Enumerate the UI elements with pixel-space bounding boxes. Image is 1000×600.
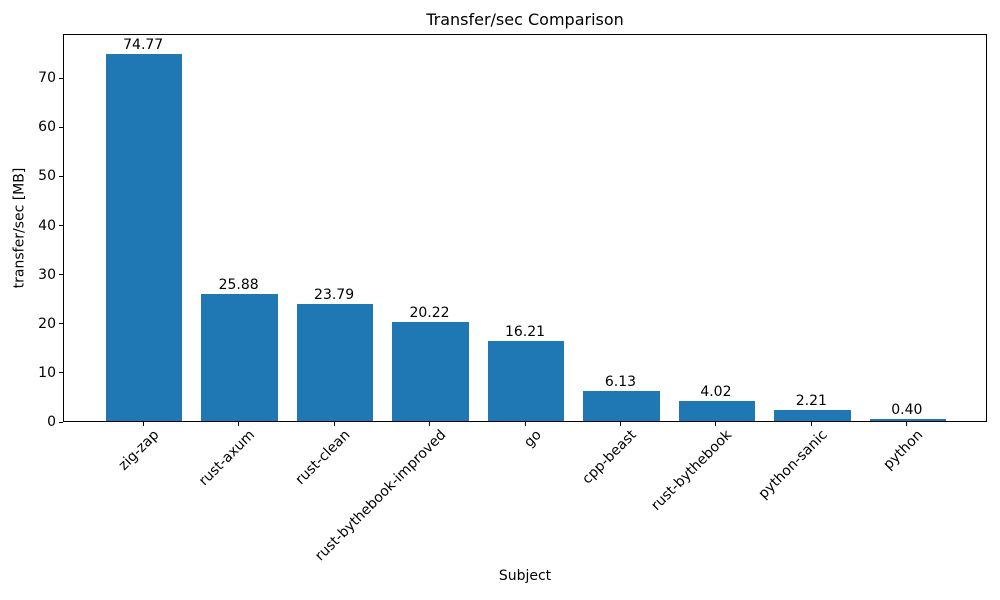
bar-rust-axum [201,293,278,421]
y-tick-mark [59,274,63,276]
x-tick-label-rust-bythebook: rust-bythebook [648,427,736,514]
x-tick-label-python: python [880,427,927,473]
bar-rust-bythebook-improved [392,321,469,421]
x-tick-label-rust-clean: rust-clean [292,427,354,488]
bar-go [487,341,565,421]
x-tick-mark [906,422,908,426]
y-tick-mark [59,126,63,128]
y-tick-label: 20 [38,315,56,332]
x-tick-mark [333,422,335,426]
y-tick-mark [59,372,63,374]
x-tick-mark [142,422,144,426]
x-tick-label-rust-axum: rust-axum [195,427,258,490]
x-tick-mark [524,422,526,426]
bar-python [869,419,946,421]
plot-area [63,34,987,422]
x-tick-label-cpp-beast: cpp-beast [579,427,640,488]
x-tick-mark [619,422,621,426]
bar-cpp-beast [583,390,660,421]
y-tick-mark [59,77,63,79]
chart-title: Transfer/sec Comparison [426,10,624,29]
x-tick-mark [810,422,812,426]
y-tick-label: 40 [38,217,56,234]
bar-value-label: 16.21 [504,324,546,341]
bar-value-label: 2.21 [795,393,827,410]
x-axis-label: Subject [498,568,552,584]
y-tick-mark [59,175,63,177]
bar-value-label: 0.40 [891,402,923,419]
y-tick-label: 60 [38,119,56,136]
bar-value-label: 25.88 [218,276,259,293]
bar-value-label: 23.79 [314,287,355,304]
x-tick-mark [238,422,240,426]
y-tick-label: 50 [38,168,56,185]
bar-value-label: 74.77 [123,36,164,53]
y-tick-mark [59,421,63,423]
y-tick-label: 10 [38,364,56,381]
bar-rust-clean [296,304,374,421]
x-tick-mark [715,422,717,426]
bar-value-label: 6.13 [604,373,637,390]
y-tick-label: 70 [38,70,56,87]
y-tick-label: 30 [38,266,56,283]
bar-zig-zap [106,53,183,421]
x-tick-label-python-sanic: python-sanic [755,427,831,503]
x-tick-mark [429,422,431,426]
x-tick-label-go: go [520,427,545,451]
bar-python-sanic [774,410,851,421]
bar-value-label: 4.02 [700,384,732,401]
y-tick-mark [59,225,63,227]
y-tick-mark [59,323,63,325]
y-tick-label: 0 [47,414,56,430]
x-tick-label-zig-zap: zig-zap [115,427,163,474]
bar-value-label: 20.22 [409,304,450,321]
bar-rust-bythebook [678,401,756,421]
